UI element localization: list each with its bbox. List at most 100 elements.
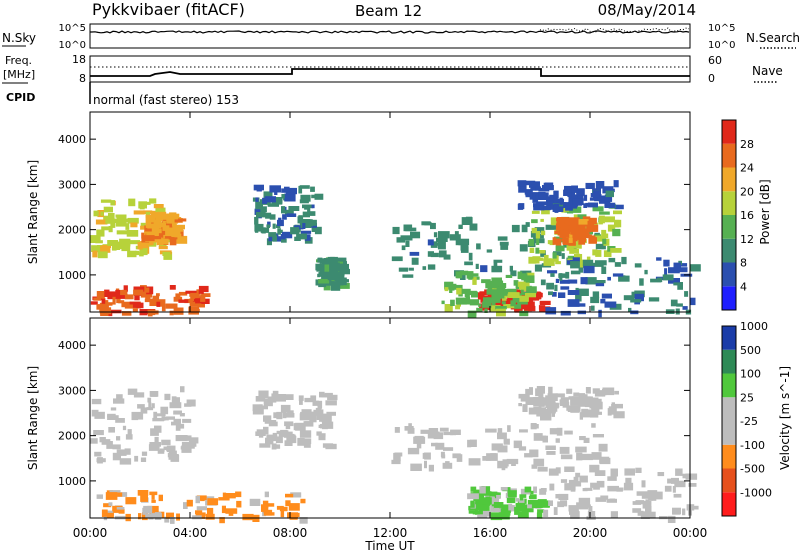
echo-cell: [583, 203, 588, 208]
echo-cell: [156, 238, 164, 246]
echo-cell: [267, 221, 271, 227]
echo-cell: [145, 222, 149, 228]
echo-cell: [676, 267, 688, 273]
echo-cell: [603, 238, 610, 246]
echo-cell: [575, 472, 581, 478]
echo-cell: [175, 435, 188, 442]
echo-cell: [284, 421, 294, 427]
echo-cell: [144, 235, 155, 242]
echo-cell: [303, 439, 311, 448]
echo-cell: [595, 243, 606, 250]
echo-cell: [141, 232, 145, 239]
echo-cell: [564, 466, 575, 472]
echo-cell: [641, 511, 648, 518]
echo-cell: [276, 505, 284, 510]
echo-cell: [551, 410, 555, 417]
echo-cell: [124, 304, 133, 309]
echo-cell: [559, 279, 570, 284]
echo-cell: [456, 275, 462, 279]
echo-cell: [561, 253, 565, 259]
echo-cell: [570, 487, 576, 492]
echo-cell: [560, 454, 573, 460]
echo-cell: [585, 398, 598, 404]
echo-cell: [297, 216, 304, 224]
echo-cell: [391, 459, 401, 465]
echo-cell: [439, 427, 449, 432]
echo-cell: [329, 281, 342, 286]
echo-cell: [161, 303, 166, 312]
echo-cell: [528, 238, 534, 246]
nave-tick-bottom: 0: [708, 72, 715, 85]
nave-label: Nave: [752, 64, 783, 78]
echo-cell: [469, 223, 478, 231]
echo-cell: [145, 513, 155, 519]
echo-cell: [169, 285, 176, 290]
date-label: 08/May/2014: [598, 1, 696, 19]
echo-cell: [553, 198, 564, 205]
echo-cell: [118, 300, 125, 304]
echo-cell: [540, 397, 549, 401]
echo-cell: [409, 251, 420, 256]
echo-cell: [628, 307, 632, 312]
echo-cell: [551, 221, 558, 226]
echo-cell: [573, 214, 578, 220]
echo-cell: [97, 251, 108, 259]
echo-cell: [90, 301, 98, 305]
echo-cell: [497, 428, 503, 436]
echo-cell: [116, 241, 124, 250]
echo-cell: [554, 284, 558, 292]
echo-cell: [427, 264, 436, 270]
echo-cell: [296, 233, 307, 240]
echo-cell: [616, 487, 623, 492]
echo-cell: [284, 430, 289, 434]
echo-cell: [553, 251, 562, 257]
echo-cell: [560, 397, 569, 404]
echo-cell: [124, 294, 134, 300]
echo-cell: [497, 445, 508, 453]
echo-cell: [562, 402, 570, 408]
echo-cell: [135, 250, 140, 256]
echo-cell: [525, 222, 530, 227]
echo-cell: [269, 185, 281, 193]
echo-cell: [510, 505, 515, 512]
echo-cell: [110, 407, 117, 411]
echo-cell: [510, 270, 517, 277]
echo-cell: [275, 394, 286, 402]
echo-cell: [271, 197, 283, 204]
echo-cell: [137, 404, 145, 409]
echo-cell: [561, 209, 566, 213]
echo-cell: [327, 258, 335, 265]
velocity-panel-background: [90, 318, 690, 518]
echo-cell: [555, 261, 561, 265]
echo-cell: [567, 192, 572, 198]
echo-cell: [271, 393, 278, 400]
echo-cell: [535, 231, 541, 239]
echo-cell: [441, 300, 445, 305]
echo-cell: [452, 453, 461, 459]
echo-cell: [598, 443, 608, 452]
echo-cell: [472, 510, 480, 515]
echo-cell: [156, 293, 160, 297]
colorbar-swatch: [722, 349, 736, 374]
echo-cell: [259, 443, 271, 448]
echo-cell: [93, 430, 104, 436]
echo-cell: [582, 488, 588, 492]
echo-cell: [140, 225, 149, 230]
echo-cell: [601, 229, 607, 238]
echo-cell: [519, 310, 529, 317]
echo-cell: [475, 263, 479, 269]
frequency-trace: [90, 68, 690, 77]
echo-cell: [553, 507, 558, 515]
echo-cell: [93, 210, 99, 217]
echo-cell: [410, 463, 422, 471]
echo-cell: [592, 404, 597, 411]
echo-cell: [560, 479, 568, 483]
echo-cell: [169, 450, 177, 455]
echo-cell: [281, 238, 287, 243]
echo-cell: [496, 284, 506, 292]
echo-cell: [140, 457, 147, 462]
echo-cell: [532, 256, 541, 260]
echo-cell: [96, 494, 103, 499]
power-colorbar-label: Power [dB]: [758, 179, 772, 244]
echo-cell: [444, 287, 449, 292]
